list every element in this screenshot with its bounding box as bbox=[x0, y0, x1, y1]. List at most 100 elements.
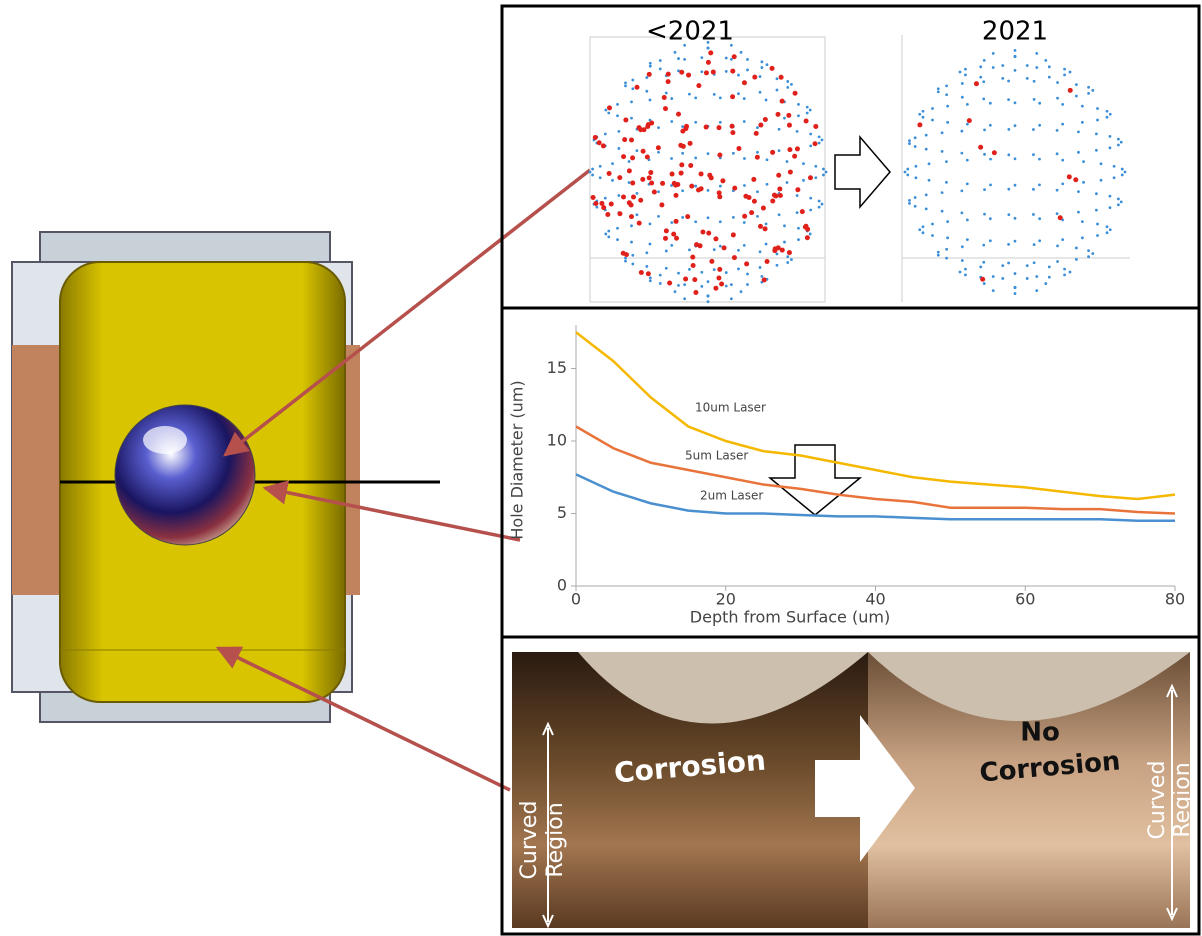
sphere-dot bbox=[1100, 179, 1103, 182]
sphere-dot bbox=[922, 225, 925, 228]
defect-dot bbox=[716, 275, 721, 280]
defect-dot bbox=[1068, 88, 1073, 93]
defect-dot bbox=[755, 155, 760, 160]
sphere-dot bbox=[1056, 152, 1059, 155]
sphere-dot bbox=[806, 106, 809, 109]
defect-dot bbox=[627, 168, 632, 173]
sphere-dot bbox=[1048, 276, 1051, 279]
sphere-dot bbox=[983, 153, 986, 156]
sphere-dot bbox=[992, 289, 995, 292]
sphere-dot bbox=[1109, 146, 1112, 149]
defect-dot bbox=[761, 206, 766, 211]
sphere-dot bbox=[925, 207, 928, 210]
sphere-dot bbox=[746, 69, 749, 72]
sphere-dot bbox=[1077, 130, 1080, 133]
sphere-dot bbox=[649, 276, 652, 279]
defect-dot bbox=[605, 212, 610, 217]
sphere-dot bbox=[814, 176, 817, 179]
sphere-dot bbox=[937, 254, 940, 257]
sphere-dot bbox=[700, 70, 703, 73]
sphere-dot bbox=[1056, 129, 1059, 132]
sphere-dot bbox=[1087, 92, 1090, 95]
sphere-dot bbox=[966, 182, 969, 185]
sphere-dot bbox=[776, 77, 779, 80]
sphere-dot bbox=[1075, 95, 1078, 98]
defect-dot bbox=[770, 66, 775, 71]
sphere-dot bbox=[719, 121, 722, 124]
sphere-dot bbox=[765, 99, 768, 102]
defect-dot bbox=[731, 232, 736, 237]
sphere-dot bbox=[945, 93, 948, 96]
sphere-dot bbox=[677, 272, 680, 275]
defect-dot bbox=[696, 83, 701, 88]
sphere-dot bbox=[960, 130, 963, 133]
sphere-dot bbox=[756, 190, 759, 193]
sphere-dot bbox=[776, 253, 779, 256]
defect-dot bbox=[786, 113, 791, 118]
defect-dot bbox=[623, 117, 628, 122]
sphere-dot bbox=[806, 112, 809, 115]
sphere-dot bbox=[1038, 217, 1041, 220]
sphere-dot bbox=[1032, 213, 1035, 216]
defect-dot bbox=[788, 170, 793, 175]
defect-dot bbox=[1073, 177, 1078, 182]
sphere-maps: <2021 2021 bbox=[589, 17, 1130, 304]
sphere-dot bbox=[759, 266, 762, 269]
sphere-dot bbox=[707, 300, 710, 303]
sphere-dot bbox=[964, 73, 967, 76]
sphere-dot bbox=[1014, 55, 1017, 58]
before-label: <2021 bbox=[646, 17, 734, 47]
defect-dot bbox=[704, 70, 709, 75]
sphere-dot bbox=[796, 211, 799, 214]
defect-dot bbox=[752, 75, 757, 80]
sphere-dot bbox=[959, 71, 962, 74]
sphere-dot bbox=[783, 224, 786, 227]
sphere-dot bbox=[964, 68, 967, 71]
sphere-dot bbox=[670, 244, 673, 247]
sphere-dot bbox=[1048, 76, 1051, 79]
sphere-dot bbox=[1014, 240, 1017, 243]
sphere-dot bbox=[719, 245, 722, 248]
sphere-dot bbox=[1081, 236, 1084, 239]
sphere-dot bbox=[945, 84, 948, 87]
sphere-dot bbox=[631, 254, 634, 257]
defect-dot bbox=[683, 276, 688, 281]
sphere-dot bbox=[599, 176, 602, 179]
x-tick-label: 80 bbox=[1165, 590, 1185, 609]
sphere-dot bbox=[707, 152, 710, 155]
defect-dot bbox=[685, 214, 690, 219]
sphere-dot bbox=[1007, 243, 1010, 246]
sphere-dot bbox=[783, 117, 786, 120]
y-tick-label: 0 bbox=[557, 576, 567, 595]
defect-dot bbox=[813, 124, 818, 129]
sphere-dot bbox=[1026, 277, 1029, 280]
sphere-dot bbox=[1063, 268, 1066, 271]
sphere-dot bbox=[941, 150, 944, 153]
defect-dot bbox=[773, 246, 778, 251]
defect-dot bbox=[679, 171, 684, 176]
sphere-dot bbox=[740, 51, 743, 54]
defect-dot bbox=[917, 122, 922, 127]
sphere-dot bbox=[945, 160, 948, 163]
sphere-dot bbox=[1035, 289, 1038, 292]
sphere-dot bbox=[1120, 141, 1123, 144]
sphere-dot bbox=[737, 268, 740, 271]
defect-dot bbox=[772, 193, 777, 198]
sphere-dot bbox=[809, 197, 812, 200]
defect-dot bbox=[639, 270, 644, 275]
sphere-dot bbox=[989, 183, 992, 186]
sphere-dot bbox=[982, 97, 985, 100]
sphere-dot bbox=[797, 238, 800, 241]
sphere-dot bbox=[1007, 188, 1010, 191]
sphere-dot bbox=[1014, 101, 1017, 104]
sphere-dot bbox=[665, 250, 668, 253]
sphere-dot bbox=[604, 133, 607, 136]
sphere-dot bbox=[1063, 68, 1066, 71]
defect-dot bbox=[742, 214, 747, 219]
defect-dot bbox=[617, 211, 622, 216]
sphere-dot bbox=[1026, 77, 1029, 80]
sphere-dot bbox=[756, 126, 759, 129]
sphere-dot bbox=[960, 189, 963, 192]
sphere-dot bbox=[1033, 261, 1036, 264]
defect-dot bbox=[717, 267, 722, 272]
